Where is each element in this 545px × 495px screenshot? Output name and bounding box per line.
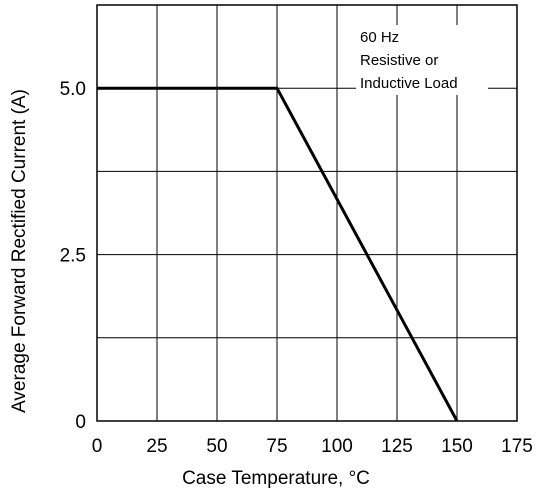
- x-tick-label: 125: [381, 436, 413, 457]
- x-tick-label: 50: [206, 436, 227, 457]
- annotation-background: [356, 25, 488, 95]
- y-tick-labels: 0 2.5 5.0: [60, 79, 86, 433]
- annotation: 60 Hz Resistive or Inductive Load: [356, 25, 488, 95]
- y-tick-label: 5.0: [60, 79, 86, 100]
- x-axis-title: Case Temperature, °C: [182, 468, 370, 489]
- series-layer: [97, 86, 459, 422]
- y-axis-title: Average Forward Rectified Current (A): [9, 89, 30, 413]
- x-tick-label: 100: [321, 436, 353, 457]
- plot-frame: [96, 4, 518, 422]
- y-tick-label: 2.5: [60, 246, 86, 267]
- series-line: [97, 86, 459, 422]
- annotation-line-2: Resistive or: [360, 52, 438, 69]
- x-tick-label: 0: [92, 436, 103, 457]
- x-tick-label: 150: [441, 436, 473, 457]
- y-tick-label: 0: [75, 412, 86, 433]
- annotation-line-1: 60 Hz: [360, 29, 399, 46]
- x-tick-label: 175: [501, 436, 533, 457]
- x-tick-label: 25: [146, 436, 167, 457]
- x-tick-labels: 0 25 50 75 100 125 150 175: [92, 436, 533, 457]
- x-tick-label: 75: [266, 436, 287, 457]
- annotation-line-3: Inductive Load: [360, 75, 458, 92]
